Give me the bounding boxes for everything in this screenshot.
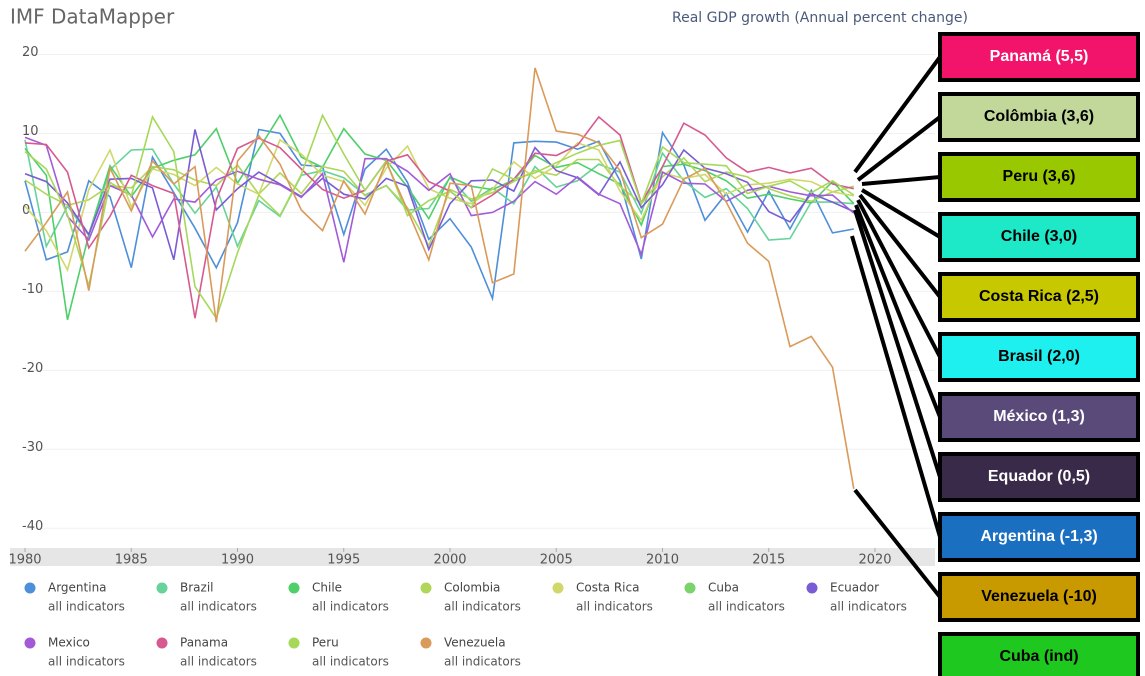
legend-sublabel: all indicators — [830, 600, 907, 614]
legend-label: Peru — [312, 636, 339, 650]
legend-label: Venezuela — [444, 636, 506, 650]
legend-swatch — [24, 637, 36, 649]
legend-sublabel: all indicators — [576, 600, 653, 614]
annotation-label: Argentina (-1,3) — [980, 528, 1097, 545]
x-tick-label: 2000 — [433, 553, 466, 568]
annotation-box — [938, 572, 1140, 622]
annotation-label: Colômbia (3,6) — [984, 108, 1094, 125]
x-tick-label: 2015 — [752, 553, 785, 568]
legend-swatch — [806, 582, 818, 594]
legend-swatch — [156, 637, 168, 649]
annotation-box — [938, 272, 1140, 322]
legend-swatch — [288, 637, 300, 649]
pointer-line — [858, 193, 942, 299]
pointer-line — [860, 188, 942, 239]
annotation-label: Peru (3,6) — [1003, 168, 1076, 185]
chart-subtitle: Real GDP growth (Annual percent change) — [672, 10, 968, 26]
legend-label: Costa Rica — [576, 581, 639, 595]
annotation-label: Costa Rica (2,5) — [979, 288, 1099, 305]
legend-swatch — [420, 582, 432, 594]
annotation-label: Venezuela (-10) — [981, 588, 1097, 605]
y-tick-label: -40 — [22, 519, 43, 534]
series-line — [24, 113, 855, 320]
legend-sublabel: all indicators — [312, 600, 389, 614]
legend-label: Mexico — [48, 636, 90, 650]
series-line — [24, 128, 854, 302]
x-tick-label: 2020 — [858, 553, 891, 568]
legend-swatch — [288, 582, 300, 594]
legend-label: Ecuador — [830, 581, 879, 595]
legend-swatch — [552, 582, 564, 594]
legend-label: Panama — [180, 636, 228, 650]
annotation-box — [938, 512, 1140, 562]
y-tick-label: 10 — [22, 124, 39, 139]
x-tick-label: 1985 — [115, 553, 148, 568]
pointer-line — [854, 204, 942, 418]
y-tick-label: -30 — [22, 440, 43, 455]
legend-sublabel: all indicators — [708, 600, 785, 614]
legend-label: Colombia — [444, 581, 500, 595]
legend-sublabel: all indicators — [444, 600, 521, 614]
annotation-box — [938, 392, 1140, 442]
chart-title: IMF DataMapper — [10, 5, 175, 29]
annotation-box — [938, 332, 1140, 382]
y-tick-label: -10 — [22, 282, 43, 297]
legend-sublabel: all indicators — [48, 655, 125, 669]
annotation-label: México (1,3) — [993, 408, 1085, 425]
legend-sublabel: all indicators — [180, 655, 257, 669]
legend-label: Brazil — [180, 581, 214, 595]
annotation-box — [938, 452, 1140, 502]
annotation-box — [938, 632, 1140, 676]
legend-swatch — [156, 582, 168, 594]
x-axis-band — [10, 548, 935, 566]
legend-sublabel: all indicators — [444, 655, 521, 669]
annotation-label: Brasil (2,0) — [998, 348, 1080, 365]
series-line — [24, 67, 855, 489]
x-tick-label: 1990 — [221, 553, 254, 568]
legend-sublabel: all indicators — [312, 655, 389, 669]
legend-label: Argentina — [48, 581, 107, 595]
x-tick-label: 2010 — [646, 553, 679, 568]
pointer-line — [856, 199, 942, 358]
y-tick-label: 0 — [22, 203, 30, 218]
legend-swatch — [24, 582, 36, 594]
x-tick-label: 1995 — [327, 553, 360, 568]
series-line — [24, 129, 855, 261]
pointer-line — [853, 488, 942, 599]
pointer-line — [861, 175, 941, 186]
annotation-label: Equador (0,5) — [988, 468, 1090, 485]
annotation-label: Panamá (5,5) — [990, 48, 1089, 65]
series-line — [24, 113, 855, 321]
annotation-box — [938, 212, 1140, 262]
legend-label: Cuba — [708, 581, 739, 595]
x-tick-label: 2005 — [540, 553, 573, 568]
annotation-label: Chile (3,0) — [1001, 228, 1077, 245]
annotation-box — [938, 92, 1140, 142]
series-line — [24, 156, 855, 248]
y-tick-label: -20 — [22, 361, 43, 376]
series-line — [24, 136, 855, 263]
pointer-line — [853, 209, 942, 478]
y-tick-label: 20 — [22, 45, 39, 60]
legend-sublabel: all indicators — [180, 600, 257, 614]
legend-swatch — [684, 582, 696, 594]
legend-swatch — [420, 637, 432, 649]
pointer-line — [856, 115, 942, 182]
annotation-label: Cuba (ind) — [999, 648, 1078, 665]
annotation-box — [938, 152, 1140, 202]
series-line — [24, 115, 854, 319]
pointer-line — [850, 235, 942, 538]
annotation-box — [938, 32, 1140, 82]
legend-sublabel: all indicators — [48, 600, 125, 614]
pointer-line — [853, 55, 942, 174]
x-tick-label: 1980 — [8, 553, 41, 568]
legend-label: Chile — [312, 581, 342, 595]
